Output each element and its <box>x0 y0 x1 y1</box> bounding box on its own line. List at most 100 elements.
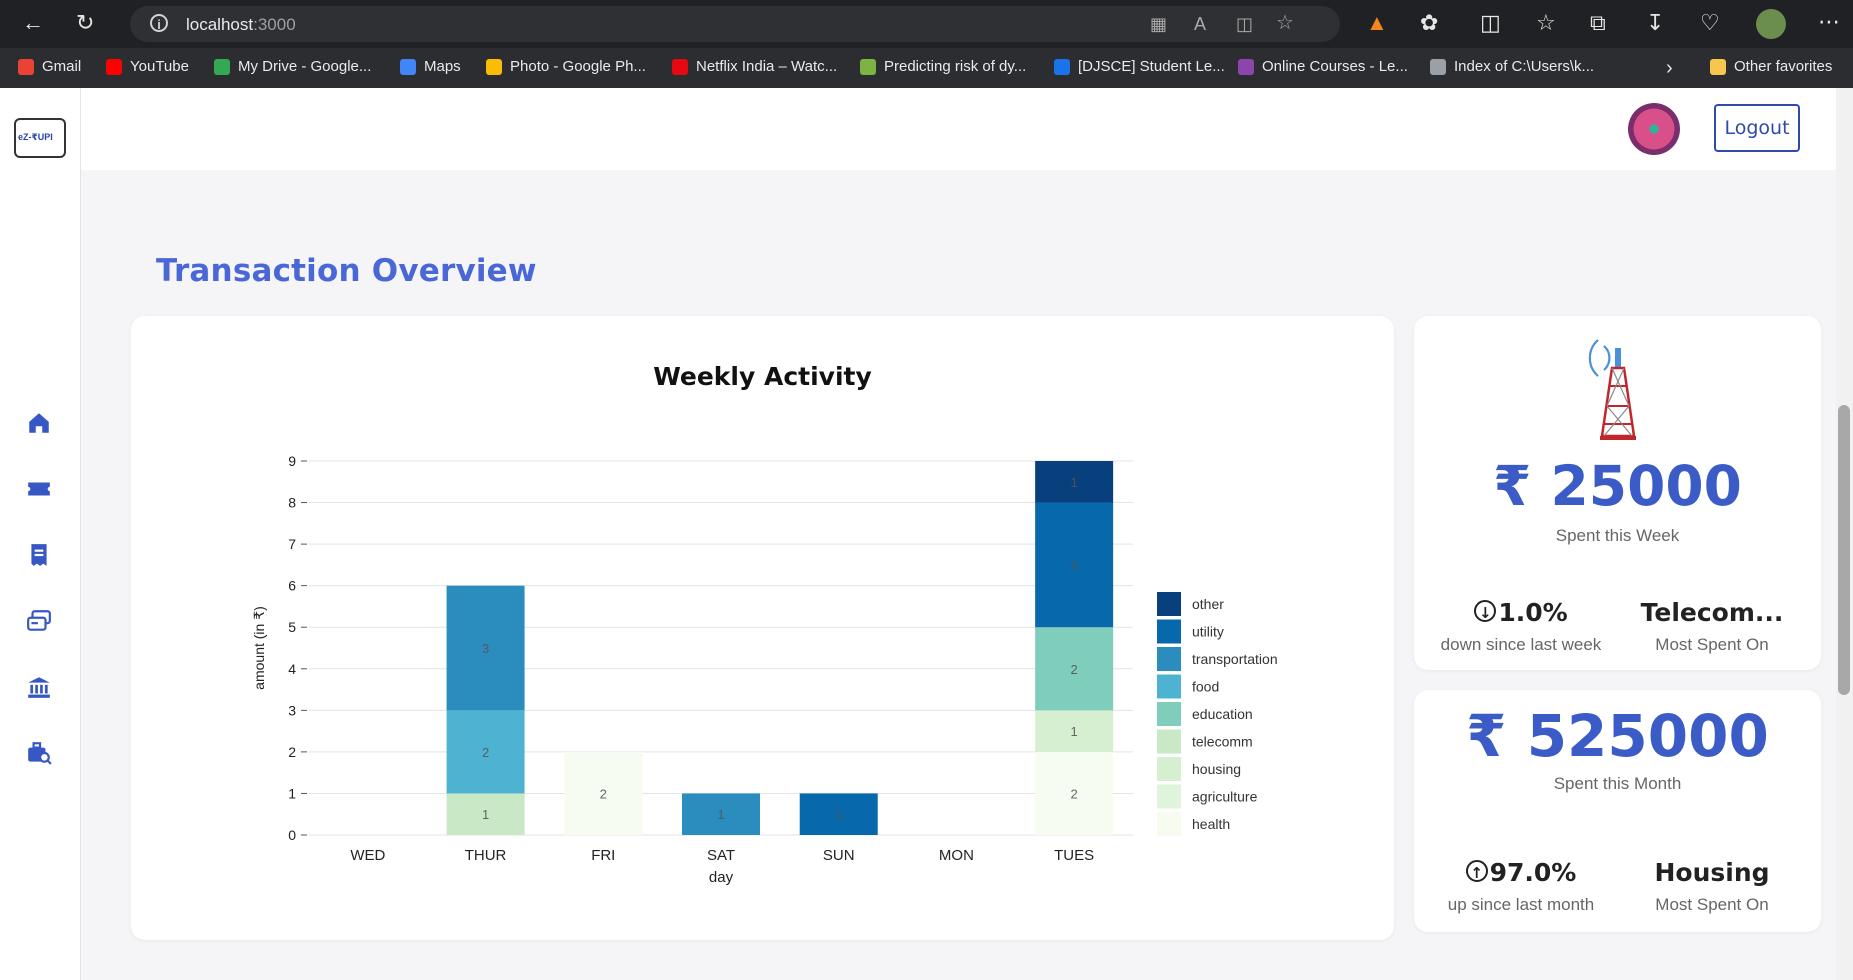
monthly-most-spent-value: Housing <box>1654 858 1770 887</box>
back-icon[interactable]: ← <box>22 10 44 35</box>
legend-label-health: health <box>1192 816 1230 832</box>
bookmark-predicting-risk[interactable]: Predicting risk of dy... <box>860 58 1026 75</box>
legend-swatch-food <box>1157 674 1181 699</box>
address-bar[interactable]: i localhost:3000 ▦ A ◫ ☆ <box>130 6 1340 42</box>
metamask-extension-icon[interactable]: ▲ <box>1366 10 1388 35</box>
x-tick-label: THUR <box>465 847 507 864</box>
legend-label-food: food <box>1192 679 1219 695</box>
maps-pin-icon <box>400 58 416 75</box>
bar-segment-utility <box>799 793 878 835</box>
bookmark-index[interactable]: Index of C:\Users\k... <box>1430 58 1594 75</box>
app-available-icon[interactable]: ▦ <box>1150 14 1168 34</box>
legend-label-utility: utility <box>1192 624 1224 640</box>
google-drive-icon <box>214 58 230 75</box>
bar-segment-transportation <box>682 793 760 835</box>
refresh-icon[interactable]: ↻ <box>76 10 95 35</box>
more-menu-icon[interactable]: ⋯ <box>1818 9 1840 34</box>
app-logo[interactable]: eZ-₹UPI <box>14 118 66 158</box>
immersive-reader-icon[interactable]: ◫ <box>1236 14 1254 34</box>
app-header <box>81 88 1836 170</box>
bar-segment-other <box>1035 461 1114 503</box>
y-tick-label: 2 <box>288 744 296 760</box>
bar-segment-health <box>564 751 643 835</box>
site-info-icon[interactable]: i <box>150 14 168 32</box>
bar-segment-food <box>446 710 525 794</box>
monthly-summary-card: ₹ 525000 Spent this Month ↑ 97.0% up sinc… <box>1414 690 1821 932</box>
extensions-icon[interactable]: ✿ <box>1420 10 1439 35</box>
bar-value-label: 3 <box>1071 558 1078 573</box>
weekly-activity-chart: 0 1 2 3 4 5 6 7 8 9 amount (in ₹) WED 1 2 3 THUR 2 FRI 1 SA… <box>251 453 1278 886</box>
x-tick-label: SUN <box>823 847 855 864</box>
monthly-change-label: up since last month <box>1447 895 1595 914</box>
bookmark-youtube[interactable]: YouTube <box>106 58 189 75</box>
bookmark-maps[interactable]: Maps <box>400 58 461 75</box>
y-tick-label: 7 <box>288 536 296 552</box>
read-aloud-icon[interactable]: A <box>1194 14 1207 34</box>
bar-segment-health <box>1035 751 1114 835</box>
x-tick-label: MON <box>939 847 974 864</box>
scrollbar-thumb[interactable] <box>1838 405 1850 695</box>
browser-essentials-icon[interactable]: ♡ <box>1700 10 1720 35</box>
x-tick-label: FRI <box>591 847 615 864</box>
bookmark-my-drive[interactable]: My Drive - Google... <box>214 58 371 75</box>
weekly-most-spent-value: Telecom... <box>1640 598 1784 627</box>
y-tick-label: 8 <box>288 495 296 511</box>
favorites-icon[interactable]: ☆ <box>1536 10 1556 35</box>
browser-toolbar: ← ↻ i localhost:3000 ▦ A ◫ ☆ ▲ ✿ ◫ ☆ ⧉ ↧… <box>0 0 1853 48</box>
bar-value-label: 1 <box>482 807 489 822</box>
ticket-icon[interactable] <box>26 476 52 502</box>
bookmark-google-photos[interactable]: Photo - Google Ph... <box>486 58 646 75</box>
weekly-summary-card: ₹ 25000 Spent this Week ↓ 1.0% down since… <box>1414 316 1821 670</box>
legend-swatch-telecomm <box>1157 729 1181 754</box>
bookmark-online-courses[interactable]: Online Courses - Le... <box>1238 58 1408 75</box>
legend-swatch-other <box>1157 592 1181 616</box>
monthly-most-spent-label: Most Spent On <box>1655 895 1769 914</box>
file-icon <box>1430 58 1446 75</box>
downloads-icon[interactable]: ↧ <box>1646 10 1665 35</box>
djsce-c-icon <box>1054 58 1070 75</box>
weekly-most-spent-label: Most Spent On <box>1655 635 1769 654</box>
bookmark-gmail[interactable]: Gmail <box>18 58 81 75</box>
y-tick-label: 5 <box>288 619 296 635</box>
legend-swatch-health <box>1157 812 1181 836</box>
monthly-change-value: ↑ 97.0% <box>1421 858 1621 887</box>
chevron-right-icon[interactable]: › <box>1666 57 1673 79</box>
wallet-cards-icon[interactable] <box>26 608 52 634</box>
legend-label-other: other <box>1192 596 1224 612</box>
receipt-icon[interactable] <box>26 542 52 568</box>
home-icon[interactable] <box>26 410 52 436</box>
bookmarks-bar: Gmail YouTube My Drive - Google... Maps … <box>0 48 1853 89</box>
collections-icon[interactable]: ⧉ <box>1590 10 1606 35</box>
bar-value-label: 1 <box>717 807 724 822</box>
y-tick-label: 3 <box>288 702 296 718</box>
chart-title: Weekly Activity <box>653 362 872 391</box>
y-axis-label: amount (in ₹) <box>251 606 267 690</box>
job-search-icon[interactable] <box>26 740 52 766</box>
user-avatar[interactable] <box>1628 103 1680 155</box>
url-text[interactable]: localhost:3000 <box>186 15 296 34</box>
bank-icon[interactable] <box>26 674 52 700</box>
weekly-amount: ₹ 25000 <box>1493 454 1742 518</box>
netflix-icon <box>672 58 688 75</box>
x-tick-label: TUES <box>1054 847 1094 864</box>
paper-icon <box>860 58 876 75</box>
y-tick-label: 9 <box>288 453 296 469</box>
split-screen-icon[interactable]: ◫ <box>1480 10 1501 35</box>
legend-label-agriculture: agriculture <box>1192 789 1258 805</box>
profile-avatar-icon[interactable] <box>1756 9 1786 39</box>
bookmark-other-favorites[interactable]: Other favorites <box>1710 58 1832 75</box>
x-axis-label: day <box>709 869 734 886</box>
bookmark-djsce[interactable]: [DJSCE] Student Le... <box>1054 58 1225 75</box>
bar-value-label: 2 <box>600 786 607 801</box>
bar-segment-transportation <box>446 585 525 711</box>
legend-label-education: education <box>1192 706 1253 722</box>
gmail-icon <box>18 58 34 75</box>
favorite-star-icon[interactable]: ☆ <box>1276 12 1294 34</box>
bar-value-label: 2 <box>1071 662 1078 677</box>
bookmark-netflix[interactable]: Netflix India – Watc... <box>672 58 837 75</box>
weekly-change-value: ↓ 1.0% <box>1421 598 1621 627</box>
bar-segment-housing <box>1035 710 1114 752</box>
bar-value-label: 1 <box>835 807 842 822</box>
logout-button[interactable]: Logout <box>1714 104 1800 152</box>
monthly-amount-label: Spent this Month <box>1553 774 1682 793</box>
